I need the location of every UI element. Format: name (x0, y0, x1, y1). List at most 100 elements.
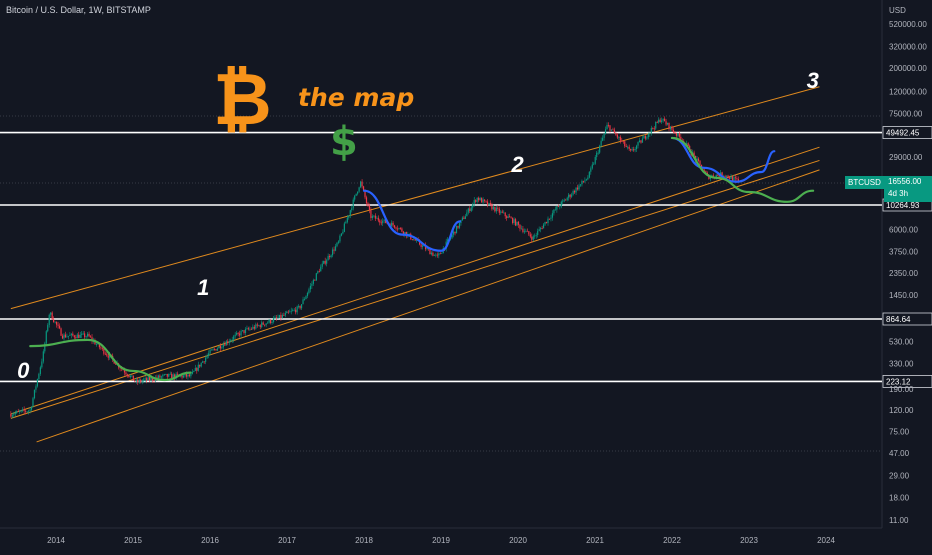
candle-body (345, 222, 347, 224)
candle-body (569, 194, 571, 197)
candle-body (374, 215, 376, 219)
y-tick-label: 2350.00 (889, 269, 918, 278)
candle-body (585, 179, 587, 181)
candle-body (193, 371, 195, 372)
projected-path-green (670, 136, 815, 203)
candle-body (16, 411, 18, 413)
candle-body (33, 389, 36, 399)
channel-line-1 (10, 86, 820, 310)
candle-body (578, 185, 580, 190)
candle-body (696, 158, 698, 161)
candle-body (86, 333, 89, 337)
candle-body (275, 317, 278, 319)
candle-body (563, 199, 565, 201)
candle-body (553, 209, 555, 214)
candle-body (352, 199, 354, 209)
candle-body (541, 228, 543, 230)
y-tick-label: 47.00 (889, 449, 910, 458)
candle-body (334, 246, 337, 251)
candle-body (45, 331, 47, 344)
candle-body (485, 200, 487, 202)
candle-body (365, 197, 368, 204)
candle-body (610, 129, 613, 131)
candle-body (14, 412, 16, 415)
candle-body (725, 175, 728, 177)
candle-body (635, 145, 638, 150)
candle-body (624, 141, 626, 147)
candle-body (557, 206, 559, 207)
candle-body (39, 367, 41, 374)
candle-body (250, 328, 252, 330)
candle-body (457, 225, 459, 228)
candle-body (464, 216, 466, 219)
candle-body (312, 279, 314, 284)
candle-body (562, 200, 564, 202)
candle-body (559, 206, 561, 208)
ticker-label: BTCUSD (845, 176, 884, 189)
candle-body (299, 305, 301, 309)
candle-body (379, 220, 381, 223)
candle-body (414, 239, 416, 241)
candle-body (426, 248, 428, 250)
candle-body (151, 377, 154, 381)
x-tick-label: 2014 (47, 536, 65, 545)
candle-body (41, 361, 43, 368)
bitcoin-logo-icon: ₿ (213, 57, 272, 141)
candle-body (575, 187, 577, 193)
candle-body (314, 279, 316, 281)
candle-body (72, 333, 74, 336)
candle-body (333, 249, 335, 251)
candle-body (141, 380, 143, 382)
candle-body (584, 180, 586, 182)
candle-body (647, 133, 649, 138)
candle-body (354, 195, 356, 200)
candle-body (61, 335, 64, 339)
candle-body (628, 146, 630, 150)
candle-body (329, 256, 331, 258)
candle-body (243, 330, 245, 333)
candle-body (19, 411, 21, 412)
candle-body (225, 341, 227, 346)
candle-body (44, 343, 46, 352)
candle-body (659, 119, 661, 123)
candle-body (29, 409, 31, 411)
candle-body (349, 210, 351, 216)
current-price: 16556.00 (888, 177, 922, 186)
candle-body (131, 375, 133, 377)
candle-body (42, 351, 44, 362)
candle-body (599, 145, 601, 153)
projected-path-blue (670, 136, 776, 183)
candle-body (370, 210, 372, 219)
candle-body (398, 228, 400, 229)
candle-body (284, 313, 286, 316)
candle-body (665, 121, 667, 125)
candle-body (222, 344, 224, 348)
candle-body (520, 228, 523, 230)
candle-body (393, 225, 396, 228)
candle-body (64, 334, 67, 338)
candle-body (172, 374, 174, 379)
candle-body (212, 349, 214, 350)
the-map-text: the map (298, 83, 414, 112)
candle-body (98, 343, 100, 348)
candle-body (85, 336, 87, 338)
candle-body (699, 160, 701, 165)
candle-body (511, 218, 514, 223)
candle-body (668, 122, 670, 130)
candle-body (633, 149, 635, 151)
candle-body (697, 158, 700, 161)
candle-body (342, 231, 344, 234)
candle-body (166, 373, 168, 377)
candle-body (522, 228, 524, 232)
candle-body (461, 217, 464, 220)
candle-body (538, 229, 540, 232)
candle-body (529, 234, 531, 237)
candle-body (340, 233, 343, 236)
candle-body (311, 283, 313, 286)
candle-body (609, 125, 611, 131)
candle-body (619, 136, 621, 141)
candle-body (48, 314, 50, 326)
candle-body (315, 273, 317, 281)
